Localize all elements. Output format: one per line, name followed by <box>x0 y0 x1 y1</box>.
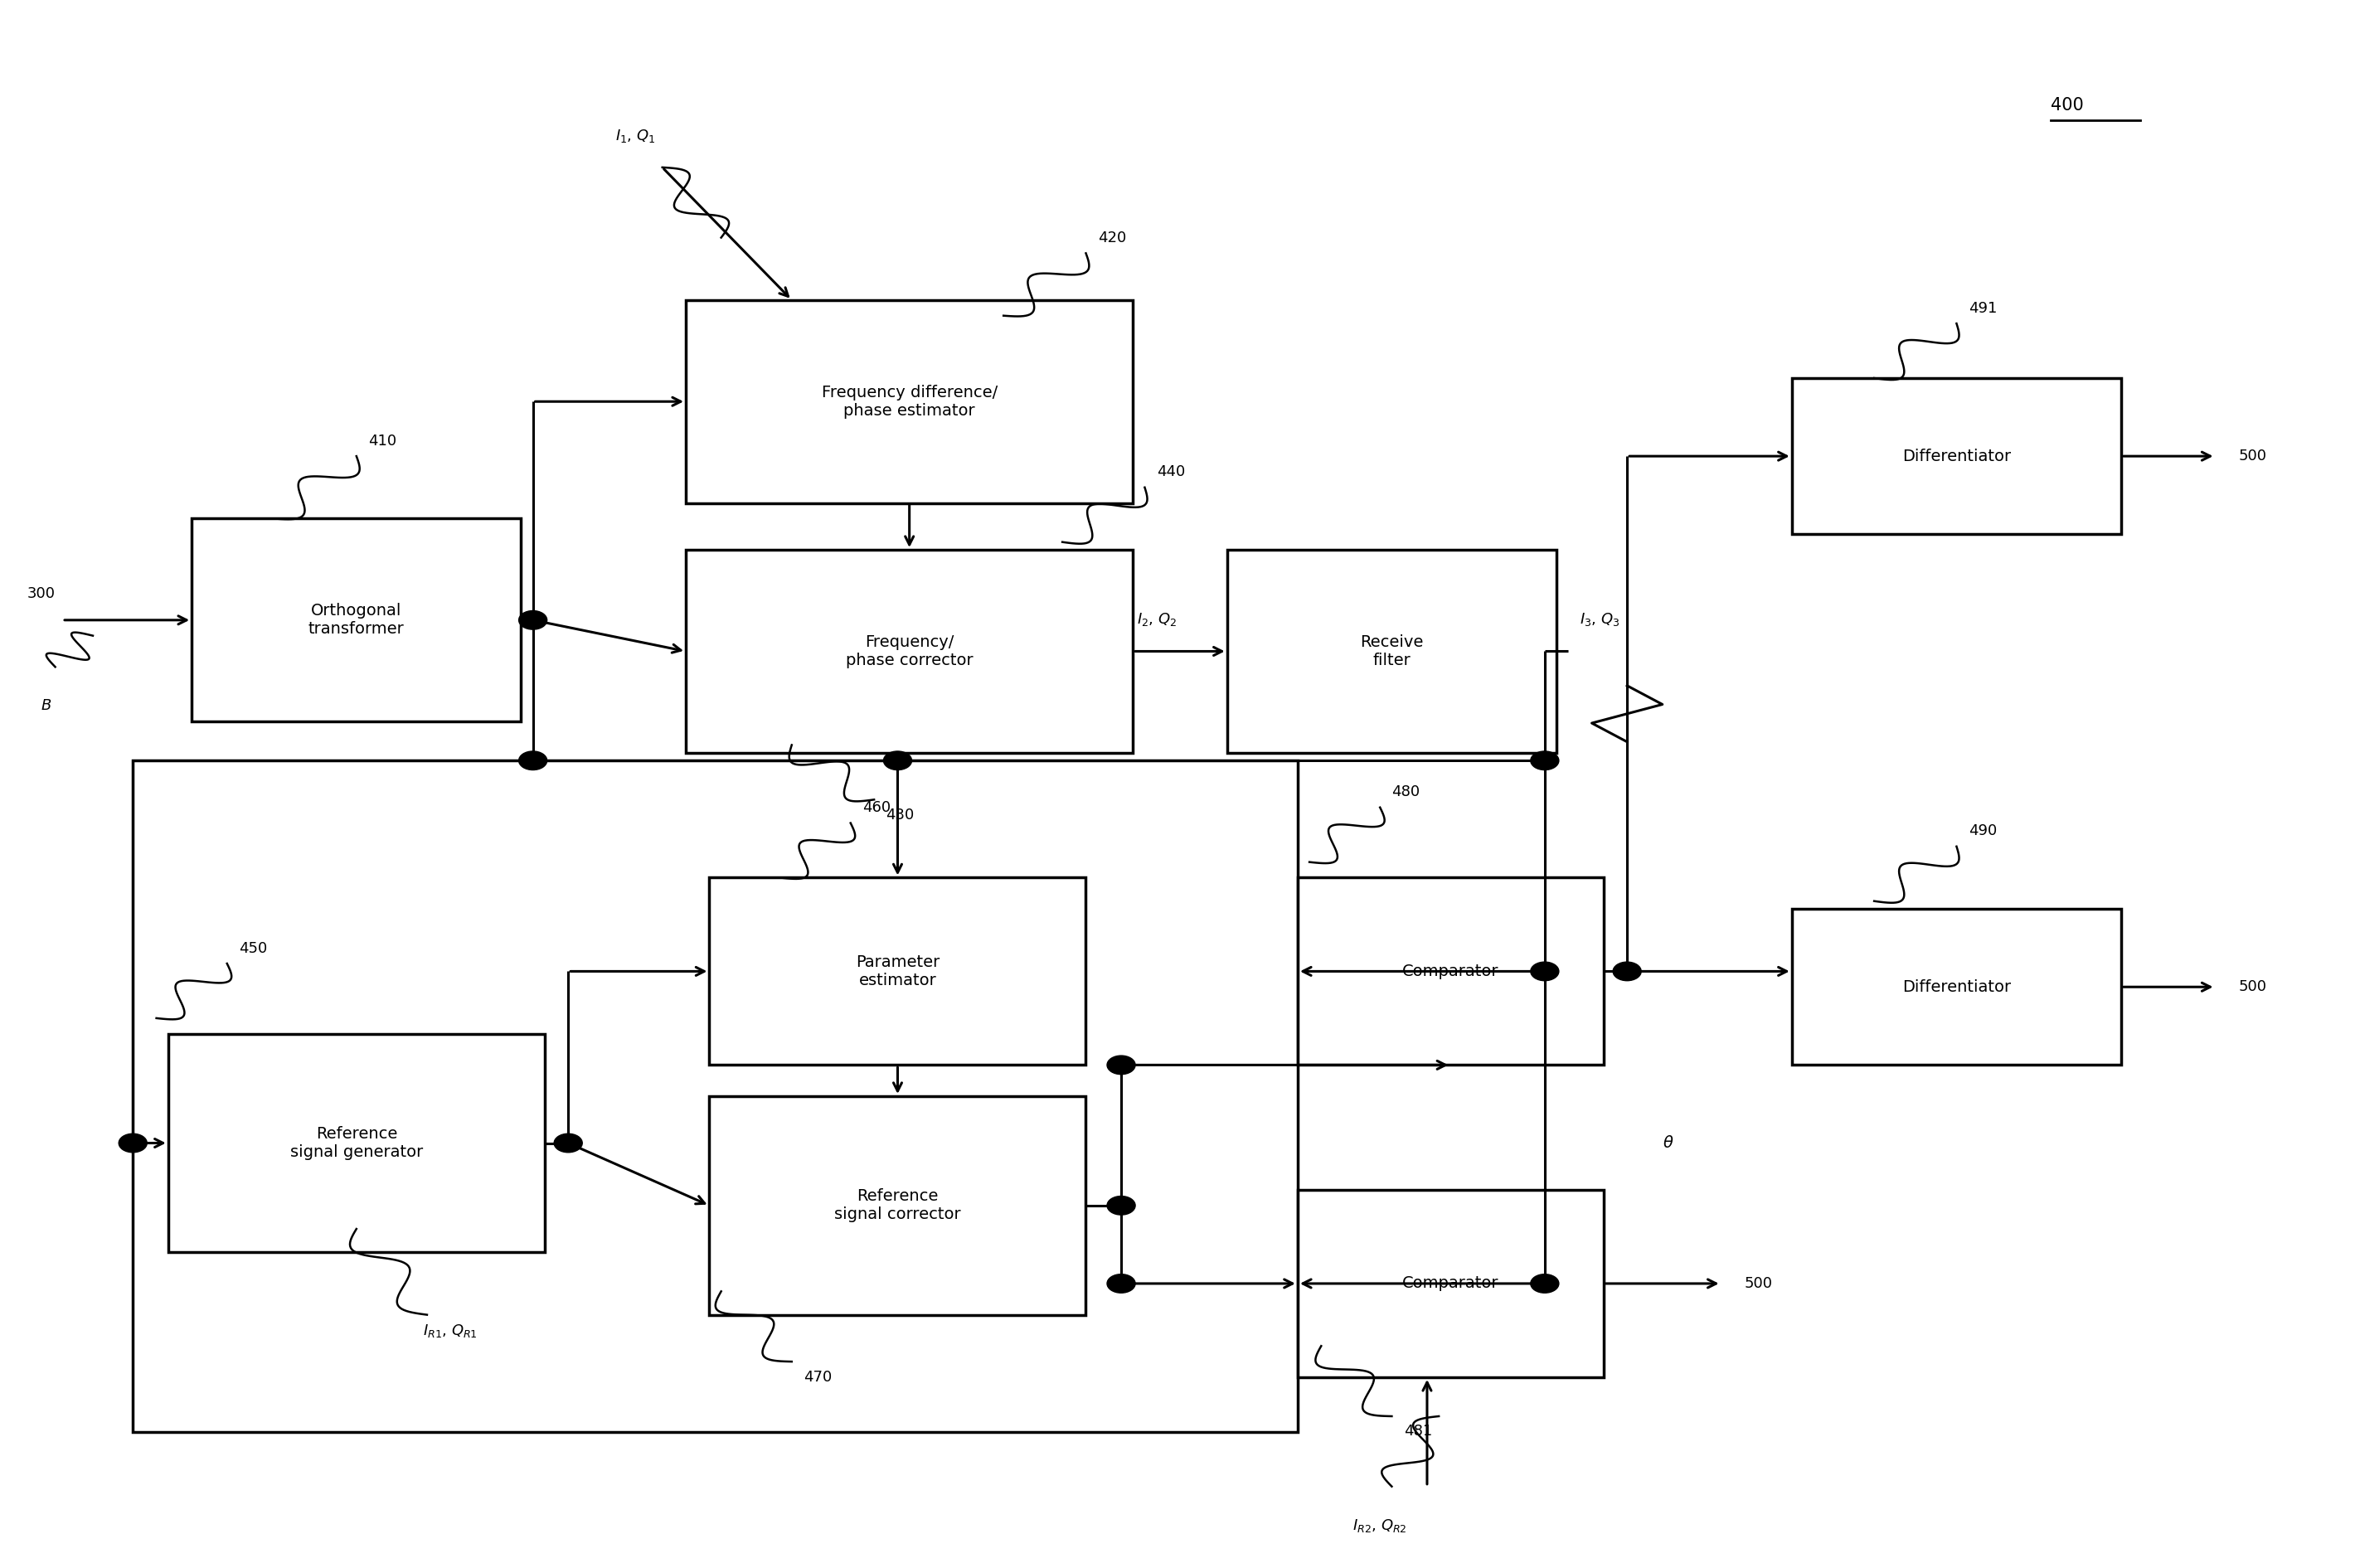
FancyBboxPatch shape <box>1298 1190 1602 1377</box>
Text: 481: 481 <box>1404 1424 1433 1439</box>
Text: $\mathit{I}_2$, $\mathit{Q}_2$: $\mathit{I}_2$, $\mathit{Q}_2$ <box>1138 612 1175 627</box>
Circle shape <box>1612 961 1640 980</box>
Circle shape <box>1107 1196 1135 1215</box>
Text: 460: 460 <box>861 800 890 815</box>
Text: 400: 400 <box>2051 97 2084 113</box>
Text: B: B <box>40 698 52 713</box>
Text: 491: 491 <box>1968 301 1997 315</box>
Circle shape <box>519 610 548 629</box>
Text: $\mathit{I}_{R1}$, $\mathit{Q}_{R1}$: $\mathit{I}_{R1}$, $\mathit{Q}_{R1}$ <box>422 1322 477 1339</box>
FancyBboxPatch shape <box>168 1033 545 1253</box>
Text: Comparator: Comparator <box>1402 963 1499 978</box>
FancyBboxPatch shape <box>1791 378 2122 535</box>
Circle shape <box>555 1134 583 1152</box>
Text: 500: 500 <box>1744 1276 1772 1290</box>
Text: 500: 500 <box>2240 980 2268 994</box>
Text: 430: 430 <box>885 808 913 822</box>
FancyBboxPatch shape <box>1791 909 2122 1065</box>
FancyBboxPatch shape <box>191 519 522 721</box>
FancyBboxPatch shape <box>1227 550 1558 753</box>
Text: Differentiator: Differentiator <box>1902 978 2011 994</box>
Text: Frequency difference/
phase estimator: Frequency difference/ phase estimator <box>821 384 998 419</box>
Text: 480: 480 <box>1392 784 1421 800</box>
Text: 500: 500 <box>2240 448 2268 464</box>
FancyBboxPatch shape <box>687 299 1133 503</box>
Text: Parameter
estimator: Parameter estimator <box>857 955 939 988</box>
Text: $\mathit{I}_1$, $\mathit{Q}_1$: $\mathit{I}_1$, $\mathit{Q}_1$ <box>616 127 656 144</box>
Circle shape <box>1107 1275 1135 1294</box>
Text: 490: 490 <box>1968 823 1997 839</box>
Text: Frequency/
phase corrector: Frequency/ phase corrector <box>845 635 972 668</box>
FancyBboxPatch shape <box>1298 878 1602 1065</box>
Circle shape <box>519 751 548 770</box>
Circle shape <box>1532 961 1560 980</box>
Circle shape <box>118 1134 146 1152</box>
Circle shape <box>1532 1275 1560 1294</box>
Circle shape <box>1532 751 1560 770</box>
Text: Reference
signal corrector: Reference signal corrector <box>835 1189 961 1223</box>
FancyBboxPatch shape <box>710 1096 1086 1316</box>
Text: 410: 410 <box>368 433 396 448</box>
Circle shape <box>1107 1055 1135 1074</box>
Text: 440: 440 <box>1156 464 1185 480</box>
Text: 300: 300 <box>26 586 54 602</box>
Text: $\mathit{I}_3$, $\mathit{Q}_3$: $\mathit{I}_3$, $\mathit{Q}_3$ <box>1581 612 1621 627</box>
Circle shape <box>883 751 911 770</box>
Text: 450: 450 <box>238 941 267 956</box>
Text: 470: 470 <box>802 1369 833 1385</box>
Text: Orthogonal
transformer: Orthogonal transformer <box>309 604 404 637</box>
FancyBboxPatch shape <box>687 550 1133 753</box>
FancyBboxPatch shape <box>710 878 1086 1065</box>
Text: Receive
filter: Receive filter <box>1359 635 1423 668</box>
Text: 420: 420 <box>1097 230 1126 246</box>
Text: Comparator: Comparator <box>1402 1276 1499 1292</box>
Text: $\theta$: $\theta$ <box>1661 1135 1673 1151</box>
Text: Reference
signal generator: Reference signal generator <box>290 1126 422 1160</box>
Text: Differentiator: Differentiator <box>1902 448 2011 464</box>
Text: $\mathit{I}_{R2}$, $\mathit{Q}_{R2}$: $\mathit{I}_{R2}$, $\mathit{Q}_{R2}$ <box>1352 1518 1407 1535</box>
